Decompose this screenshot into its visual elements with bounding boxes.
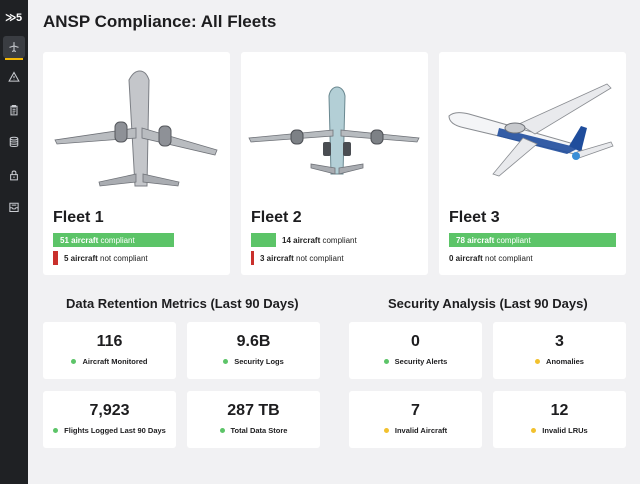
database-icon: [9, 136, 19, 148]
lock-icon: [10, 170, 18, 181]
compliant-bar: 51 aircraft compliant: [53, 233, 174, 247]
metric-card-security-alerts[interactable]: 0 Security Alerts: [349, 322, 482, 379]
metric-value: 3: [555, 333, 564, 350]
fleet-card-3[interactable]: Fleet 3 78 aircraft compliant 0 aircraft…: [439, 52, 626, 275]
noncompliant-bar: [53, 251, 58, 265]
aircraft-image: [54, 70, 218, 187]
fleet-name: Fleet 3: [449, 209, 500, 226]
noncompliant-row: 5 aircraft not compliant: [53, 251, 148, 265]
noncompliant-count: 0 aircraft: [449, 253, 483, 263]
sidebar-item-data[interactable]: [3, 131, 25, 153]
compliant-label: compliant: [100, 235, 135, 245]
status-dot: [53, 428, 59, 433]
noncompliant-bar: [251, 251, 254, 265]
compliant-label: compliant: [496, 235, 531, 245]
metric-label: Anomalies: [546, 357, 584, 366]
noncompliant-row: 0 aircraft not compliant: [449, 251, 533, 265]
compliant-bar: 78 aircraft compliant: [449, 233, 616, 247]
metric-card-security-logs[interactable]: 9.6B Security Logs: [187, 322, 320, 379]
noncompliant-count: 5 aircraft: [64, 253, 98, 263]
sidebar-item-fleets[interactable]: [3, 36, 25, 60]
plane-icon: [9, 42, 19, 52]
page-title: ANSP Compliance: All Fleets: [43, 12, 277, 31]
metric-card-invalid-lrus[interactable]: 12 Invalid LRUs: [493, 391, 626, 448]
metric-label: Invalid LRUs: [542, 426, 588, 435]
retention-section-title: Data Retention Metrics (Last 90 Days): [66, 296, 299, 311]
brand-logo[interactable]: ≫5: [5, 12, 22, 24]
metric-label: Invalid Aircraft: [394, 426, 448, 435]
sidebar: ≫5: [0, 0, 28, 484]
fleet-name: Fleet 2: [251, 209, 302, 226]
metric-label: Security Logs: [234, 357, 284, 366]
compliant-label: compliant: [322, 235, 357, 245]
noncompliant-count: 3 aircraft: [260, 253, 294, 263]
compliant-row: 14 aircraft compliant: [251, 233, 357, 247]
compliant-row: 51 aircraft compliant: [53, 233, 174, 247]
compliant-row: 78 aircraft compliant: [449, 233, 616, 247]
status-dot: [535, 359, 541, 364]
metric-value: 9.6B: [236, 333, 271, 350]
fleet-name: Fleet 1: [53, 209, 104, 226]
metric-card-aircraft-monitored[interactable]: 116 Aircraft Monitored: [43, 322, 176, 379]
compliant-count: 78 aircraft: [456, 235, 495, 245]
compliant-count: 51 aircraft: [60, 235, 99, 245]
metric-value: 7,923: [89, 402, 130, 419]
status-dot: [383, 428, 389, 433]
noncompliant-label: not compliant: [296, 253, 344, 263]
metric-label: Security Alerts: [394, 357, 448, 366]
metric-value: 12: [550, 402, 569, 419]
status-dot: [223, 359, 229, 364]
status-dot: [383, 359, 389, 364]
aircraft-image: [248, 86, 420, 175]
metric-card-invalid-aircraft[interactable]: 7 Invalid Aircraft: [349, 391, 482, 448]
metric-card-flights-logged[interactable]: 7,923 Flights Logged Last 90 Days: [43, 391, 176, 448]
compliant-bar: [251, 233, 276, 247]
security-section-title: Security Analysis (Last 90 Days): [388, 296, 588, 311]
metric-value: 287 TB: [227, 402, 280, 419]
metric-label: Flights Logged Last 90 Days: [64, 426, 166, 435]
noncompliant-label: not compliant: [100, 253, 148, 263]
metric-card-anomalies[interactable]: 3 Anomalies: [493, 322, 626, 379]
metric-label: Aircraft Monitored: [82, 357, 148, 366]
noncompliant-label: not compliant: [485, 253, 533, 263]
metric-value: 0: [411, 333, 420, 350]
sidebar-item-reports[interactable]: [3, 99, 25, 121]
sidebar-item-security[interactable]: [3, 164, 25, 186]
status-dot: [71, 359, 77, 364]
metric-card-total-data-store[interactable]: 287 TB Total Data Store: [187, 391, 320, 448]
metric-label: Total Data Store: [230, 426, 288, 435]
fleet-card-2[interactable]: Fleet 2 14 aircraft compliant 3 aircraft…: [241, 52, 428, 275]
metric-value: 116: [96, 333, 123, 350]
metric-value: 7: [411, 402, 420, 419]
noncompliant-row: 3 aircraft not compliant: [251, 251, 344, 265]
status-dot: [531, 428, 537, 433]
fleet-card-1[interactable]: Fleet 1 51 aircraft compliant 5 aircraft…: [43, 52, 230, 275]
warning-icon: [8, 71, 20, 82]
compliant-count: 14 aircraft: [282, 235, 321, 245]
inbox-icon: [9, 202, 19, 213]
aircraft-image: [448, 83, 614, 177]
status-dot: [219, 428, 225, 433]
sidebar-item-inbox[interactable]: [3, 196, 25, 218]
sidebar-item-alerts[interactable]: [3, 66, 25, 88]
clipboard-icon: [10, 104, 18, 116]
